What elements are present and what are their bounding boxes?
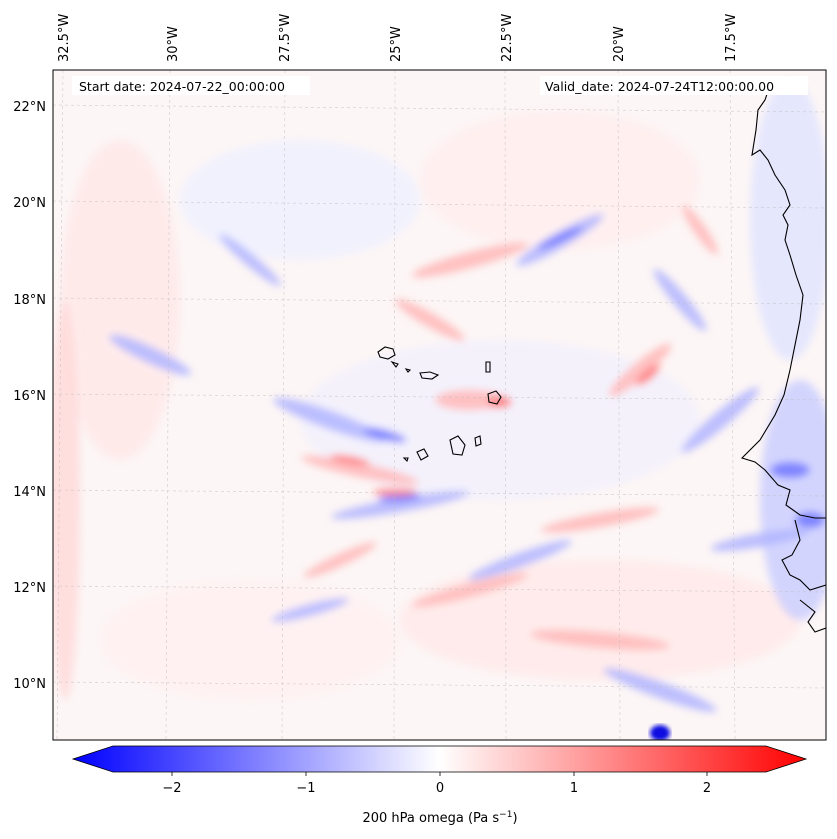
lon-label-17-5w: 17.5°W: [724, 14, 739, 62]
lat-label-20n: 20°N: [13, 196, 46, 211]
colorbar: −2 −1 0 1 2 200 hPa omega (Pa s−1): [71, 745, 808, 826]
map-border: [52, 69, 827, 741]
lon-label-30w: 30°W: [166, 26, 181, 62]
lon-label-32-5w: 32.5°W: [57, 14, 72, 62]
colorbar-tick-neg1: −1: [296, 781, 315, 796]
colorbar-tick-1: 1: [570, 781, 578, 796]
valid-date-label: Valid_date: 2024-07-24T12:00:00.00: [545, 79, 774, 94]
latitude-labels: 22°N 20°N 18°N 16°N 14°N 12°N 10°N: [13, 100, 46, 692]
lat-label-22n: 22°N: [13, 100, 46, 115]
map-plot-area: Start date: 2024-07-22_00:00:00 Valid_da…: [53, 70, 826, 740]
lat-label-16n: 16°N: [13, 389, 46, 404]
colorbar-label: 200 hPa omega (Pa s−1): [362, 810, 517, 826]
lon-label-22-5w: 22.5°W: [500, 14, 515, 62]
lat-label-10n: 10°N: [13, 677, 46, 692]
gridlines: [53, 70, 826, 740]
strong-ascent-blob: [650, 725, 670, 740]
colorbar-bar: [71, 745, 808, 773]
lon-label-25w: 25°W: [389, 26, 404, 62]
colorbar-tick-0: 0: [436, 781, 444, 796]
start-date-label: Start date: 2024-07-22_00:00:00: [79, 79, 285, 94]
lat-label-18n: 18°N: [13, 293, 46, 308]
african-coastline: [740, 84, 826, 633]
colorbar-tick-2: 2: [703, 781, 711, 796]
valid-date-box: [540, 76, 808, 95]
lon-label-20w: 20°W: [612, 26, 627, 62]
lat-label-14n: 14°N: [13, 485, 46, 500]
lon-label-27-5w: 27.5°W: [278, 14, 293, 62]
colorbar-tick-marks: [171, 772, 708, 776]
colorbar-tick-neg2: −2: [162, 781, 181, 796]
longitude-labels: 32.5°W 30°W 27.5°W 25°W 22.5°W 20°W 17.5…: [57, 14, 739, 62]
omega-field: [53, 80, 826, 712]
start-date-box: [72, 76, 310, 95]
cape-verde-islands: [377, 346, 502, 463]
lat-label-12n: 12°N: [13, 581, 46, 596]
